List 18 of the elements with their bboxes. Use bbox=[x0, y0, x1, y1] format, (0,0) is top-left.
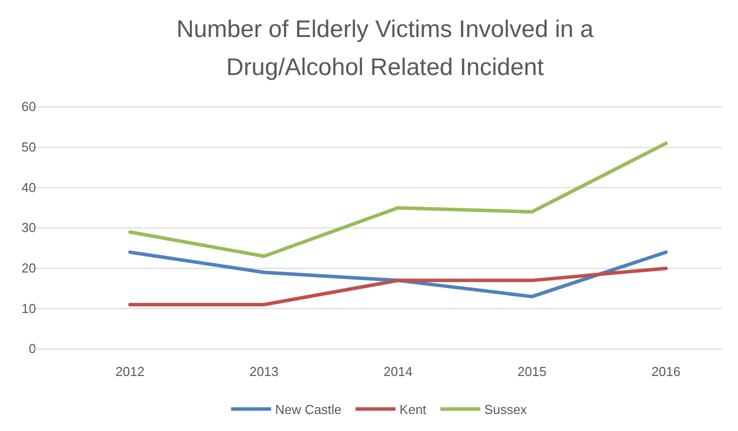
legend-label: Kent bbox=[400, 402, 427, 417]
y-tick-label: 50 bbox=[22, 139, 36, 154]
legend-label: New Castle bbox=[275, 402, 342, 417]
y-tick-label: 10 bbox=[22, 300, 36, 316]
x-tick-label: 2013 bbox=[250, 364, 278, 380]
y-tick-label: 60 bbox=[22, 99, 36, 114]
x-tick-label: 2012 bbox=[116, 364, 144, 380]
line-series bbox=[128, 142, 668, 258]
y-tick-label: 20 bbox=[22, 260, 36, 276]
chart-title: Number of Elderly Victims Involved in a Drug/Alcohol Related Incident bbox=[176, 16, 594, 81]
x-tick-label: 2016 bbox=[652, 364, 680, 380]
y-tick-label: 0 bbox=[28, 341, 36, 356]
y-tick-label: 40 bbox=[22, 180, 36, 195]
legend-label: Sussex bbox=[484, 402, 528, 417]
x-tick-label: 2014 bbox=[384, 364, 412, 380]
line-series bbox=[128, 250, 668, 298]
y-tick-label: 30 bbox=[22, 220, 36, 236]
x-tick-label: 2015 bbox=[518, 364, 546, 380]
